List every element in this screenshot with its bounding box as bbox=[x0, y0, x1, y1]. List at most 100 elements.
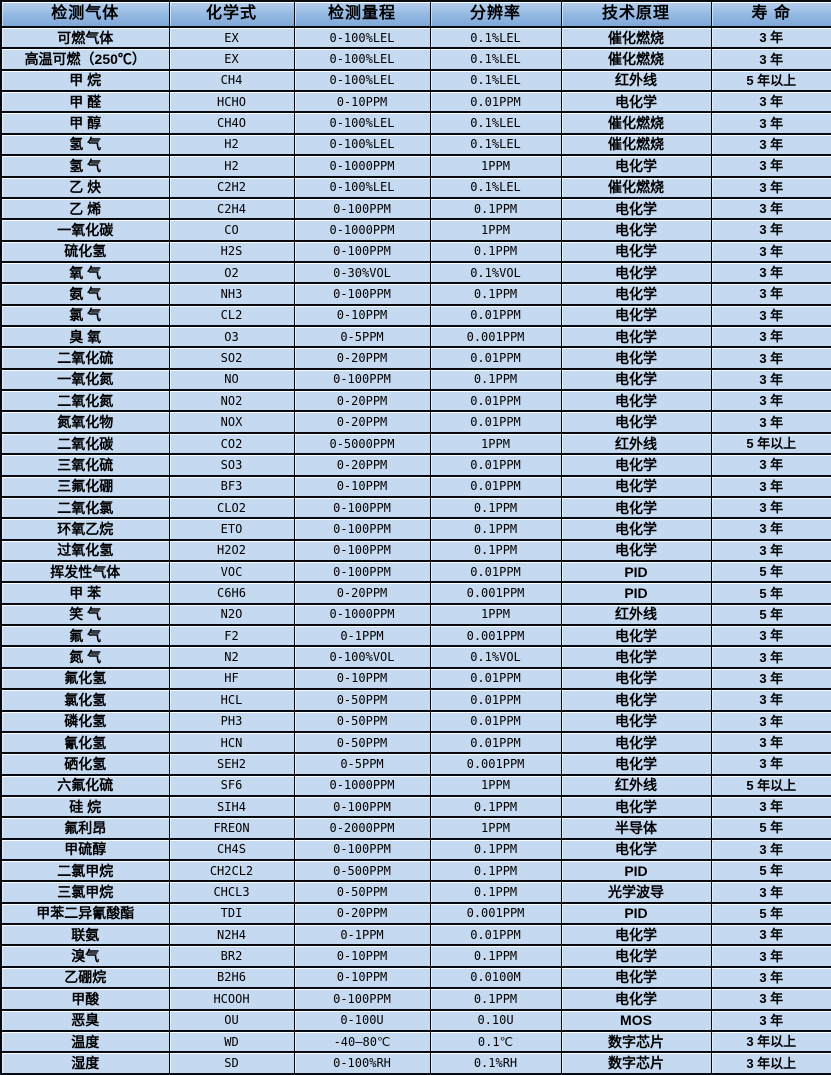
table-row: 氢 气 H2 0-1000PPM 1PPM 电化学 3 年 bbox=[0, 154, 831, 178]
cell-chemical-formula: HCHO bbox=[168, 90, 295, 113]
cell-chemical-formula: HCOOH bbox=[168, 987, 295, 1011]
table-row: 乙硼烷 B2H6 0-10PPM 0.0100M 电化学 3 年 bbox=[0, 965, 831, 989]
cell-gas-name: 甲酸 bbox=[0, 987, 170, 1011]
cell-chemical-formula: SD bbox=[168, 1051, 295, 1075]
cell-technology: 电化学 bbox=[560, 90, 712, 113]
table-row: 硒化氢 SEH2 0-5PPM 0.001PPM 电化学 3 年 bbox=[0, 752, 831, 776]
cell-lifespan: 3 年 bbox=[710, 965, 831, 989]
cell-resolution: 0.10U bbox=[429, 1008, 562, 1032]
table-row: 温度 WD -40—80℃ 0.1℃ 数字芯片 3 年以上 bbox=[0, 1029, 831, 1053]
cell-resolution: 0.01PPM bbox=[429, 453, 562, 477]
cell-technology: PID bbox=[560, 901, 712, 925]
cell-gas-name: 氟化氢 bbox=[0, 666, 170, 690]
cell-technology: 催化燃烧 bbox=[560, 175, 712, 199]
cell-lifespan: 3 年 bbox=[710, 196, 831, 220]
cell-technology: 电化学 bbox=[560, 196, 712, 220]
cell-gas-name: 甲苯二异氰酸酯 bbox=[0, 901, 170, 925]
cell-gas-name: 乙硼烷 bbox=[0, 965, 170, 989]
cell-gas-name: 温度 bbox=[0, 1029, 170, 1053]
table-row: 二氧化硫 SO2 0-20PPM 0.01PPM 电化学 3 年 bbox=[0, 346, 831, 370]
cell-resolution: 0.1PPM bbox=[429, 367, 562, 391]
cell-chemical-formula: BR2 bbox=[168, 944, 295, 968]
cell-detection-range: 0-20PPM bbox=[293, 453, 431, 477]
cell-lifespan: 3 年 bbox=[710, 303, 831, 327]
cell-technology: 电化学 bbox=[560, 154, 712, 178]
cell-gas-name: 高温可燃（250℃） bbox=[0, 47, 170, 71]
cell-chemical-formula: C2H2 bbox=[168, 175, 295, 199]
cell-resolution: 0.1%LEL bbox=[429, 175, 562, 199]
cell-lifespan: 5 年以上 bbox=[710, 773, 831, 797]
cell-detection-range: 0-100PPM bbox=[293, 837, 431, 861]
table-row: 溴气 BR2 0-10PPM 0.1PPM 电化学 3 年 bbox=[0, 944, 831, 968]
table-row: 氧 气 O2 0-30%VOL 0.1%VOL 电化学 3 年 bbox=[0, 260, 831, 284]
cell-chemical-formula: O3 bbox=[168, 325, 295, 348]
cell-technology: 催化燃烧 bbox=[560, 25, 712, 49]
cell-gas-name: 二氧化硫 bbox=[0, 346, 170, 370]
cell-resolution: 0.1PPM bbox=[429, 239, 562, 263]
cell-resolution: 0.1℃ bbox=[429, 1029, 562, 1053]
cell-chemical-formula: NH3 bbox=[168, 282, 295, 306]
cell-detection-range: 0-1000PPM bbox=[293, 773, 431, 797]
table-row: 氢 气 H2 0-100%LEL 0.1%LEL 催化燃烧 3 年 bbox=[0, 132, 831, 156]
cell-gas-name: 笑 气 bbox=[0, 602, 170, 626]
column-header-gas-name: 检测气体 bbox=[0, 0, 170, 28]
cell-gas-name: 六氟化硫 bbox=[0, 773, 170, 797]
cell-gas-name: 氯化氢 bbox=[0, 688, 170, 712]
cell-technology: 催化燃烧 bbox=[560, 47, 712, 71]
cell-detection-range: 0-50PPM bbox=[293, 688, 431, 712]
cell-gas-name: 恶臭 bbox=[0, 1008, 170, 1032]
cell-chemical-formula: NO bbox=[168, 367, 295, 391]
cell-gas-name: 氟利昂 bbox=[0, 816, 170, 840]
cell-chemical-formula: H2S bbox=[168, 239, 295, 263]
cell-chemical-formula: CH4O bbox=[168, 111, 295, 135]
cell-detection-range: 0-100U bbox=[293, 1008, 431, 1032]
cell-detection-range: 0-5000PPM bbox=[293, 431, 431, 455]
cell-technology: 红外线 bbox=[560, 602, 712, 626]
cell-gas-name: 联氨 bbox=[0, 923, 170, 946]
cell-chemical-formula: SO3 bbox=[168, 453, 295, 477]
cell-lifespan: 3 年 bbox=[710, 944, 831, 968]
cell-chemical-formula: H2O2 bbox=[168, 538, 295, 562]
table-row: 联氨 N2H4 0-1PPM 0.01PPM 电化学 3 年 bbox=[0, 923, 831, 946]
cell-chemical-formula: HCN bbox=[168, 730, 295, 754]
cell-detection-range: 0-100PPM bbox=[293, 538, 431, 562]
cell-resolution: 0.01PPM bbox=[429, 688, 562, 712]
column-header-technology: 技术原理 bbox=[560, 0, 712, 28]
table-row: 六氟化硫 SF6 0-1000PPM 1PPM 红外线 5 年以上 bbox=[0, 773, 831, 797]
table-row: 甲 醇 CH4O 0-100%LEL 0.1%LEL 催化燃烧 3 年 bbox=[0, 111, 831, 135]
cell-detection-range: 0-100PPM bbox=[293, 794, 431, 818]
cell-detection-range: 0-100PPM bbox=[293, 987, 431, 1011]
table-row: 二氯甲烷 CH2CL2 0-500PPM 0.1PPM PID 5 年 bbox=[0, 858, 831, 882]
table-row: 氟利昂 FREON 0-2000PPM 1PPM 半导体 5 年 bbox=[0, 816, 831, 840]
cell-gas-name: 二氧化氮 bbox=[0, 389, 170, 412]
cell-gas-name: 一氧化氮 bbox=[0, 367, 170, 391]
cell-detection-range: 0-30%VOL bbox=[293, 260, 431, 284]
cell-resolution: 0.01PPM bbox=[429, 303, 562, 327]
cell-chemical-formula: PH3 bbox=[168, 709, 295, 733]
table-row: 三氧化硫 SO3 0-20PPM 0.01PPM 电化学 3 年 bbox=[0, 453, 831, 477]
cell-lifespan: 5 年 bbox=[710, 581, 831, 605]
cell-technology: 电化学 bbox=[560, 474, 712, 498]
cell-chemical-formula: CHCL3 bbox=[168, 880, 295, 904]
table-row: 氟化氢 HF 0-10PPM 0.01PPM 电化学 3 年 bbox=[0, 666, 831, 690]
cell-chemical-formula: SO2 bbox=[168, 346, 295, 370]
cell-chemical-formula: FREON bbox=[168, 816, 295, 840]
cell-chemical-formula: CL2 bbox=[168, 303, 295, 327]
cell-gas-name: 三氯甲烷 bbox=[0, 880, 170, 904]
cell-chemical-formula: ETO bbox=[168, 517, 295, 541]
cell-detection-range: 0-100%LEL bbox=[293, 25, 431, 49]
cell-technology: 电化学 bbox=[560, 218, 712, 242]
cell-resolution: 0.01PPM bbox=[429, 90, 562, 113]
cell-gas-name: 三氧化硫 bbox=[0, 453, 170, 477]
cell-gas-name: 甲 醛 bbox=[0, 90, 170, 113]
cell-resolution: 0.01PPM bbox=[429, 474, 562, 498]
cell-chemical-formula: CH4 bbox=[168, 68, 295, 92]
cell-lifespan: 3 年 bbox=[710, 154, 831, 178]
column-header-detection-range: 检测量程 bbox=[293, 0, 431, 28]
cell-resolution: 0.01PPM bbox=[429, 923, 562, 946]
cell-resolution: 0.001PPM bbox=[429, 581, 562, 605]
table-row: 可燃气体 EX 0-100%LEL 0.1%LEL 催化燃烧 3 年 bbox=[0, 25, 831, 49]
cell-resolution: 0.001PPM bbox=[429, 901, 562, 925]
cell-detection-range: 0-1000PPM bbox=[293, 602, 431, 626]
cell-detection-range: 0-20PPM bbox=[293, 410, 431, 434]
